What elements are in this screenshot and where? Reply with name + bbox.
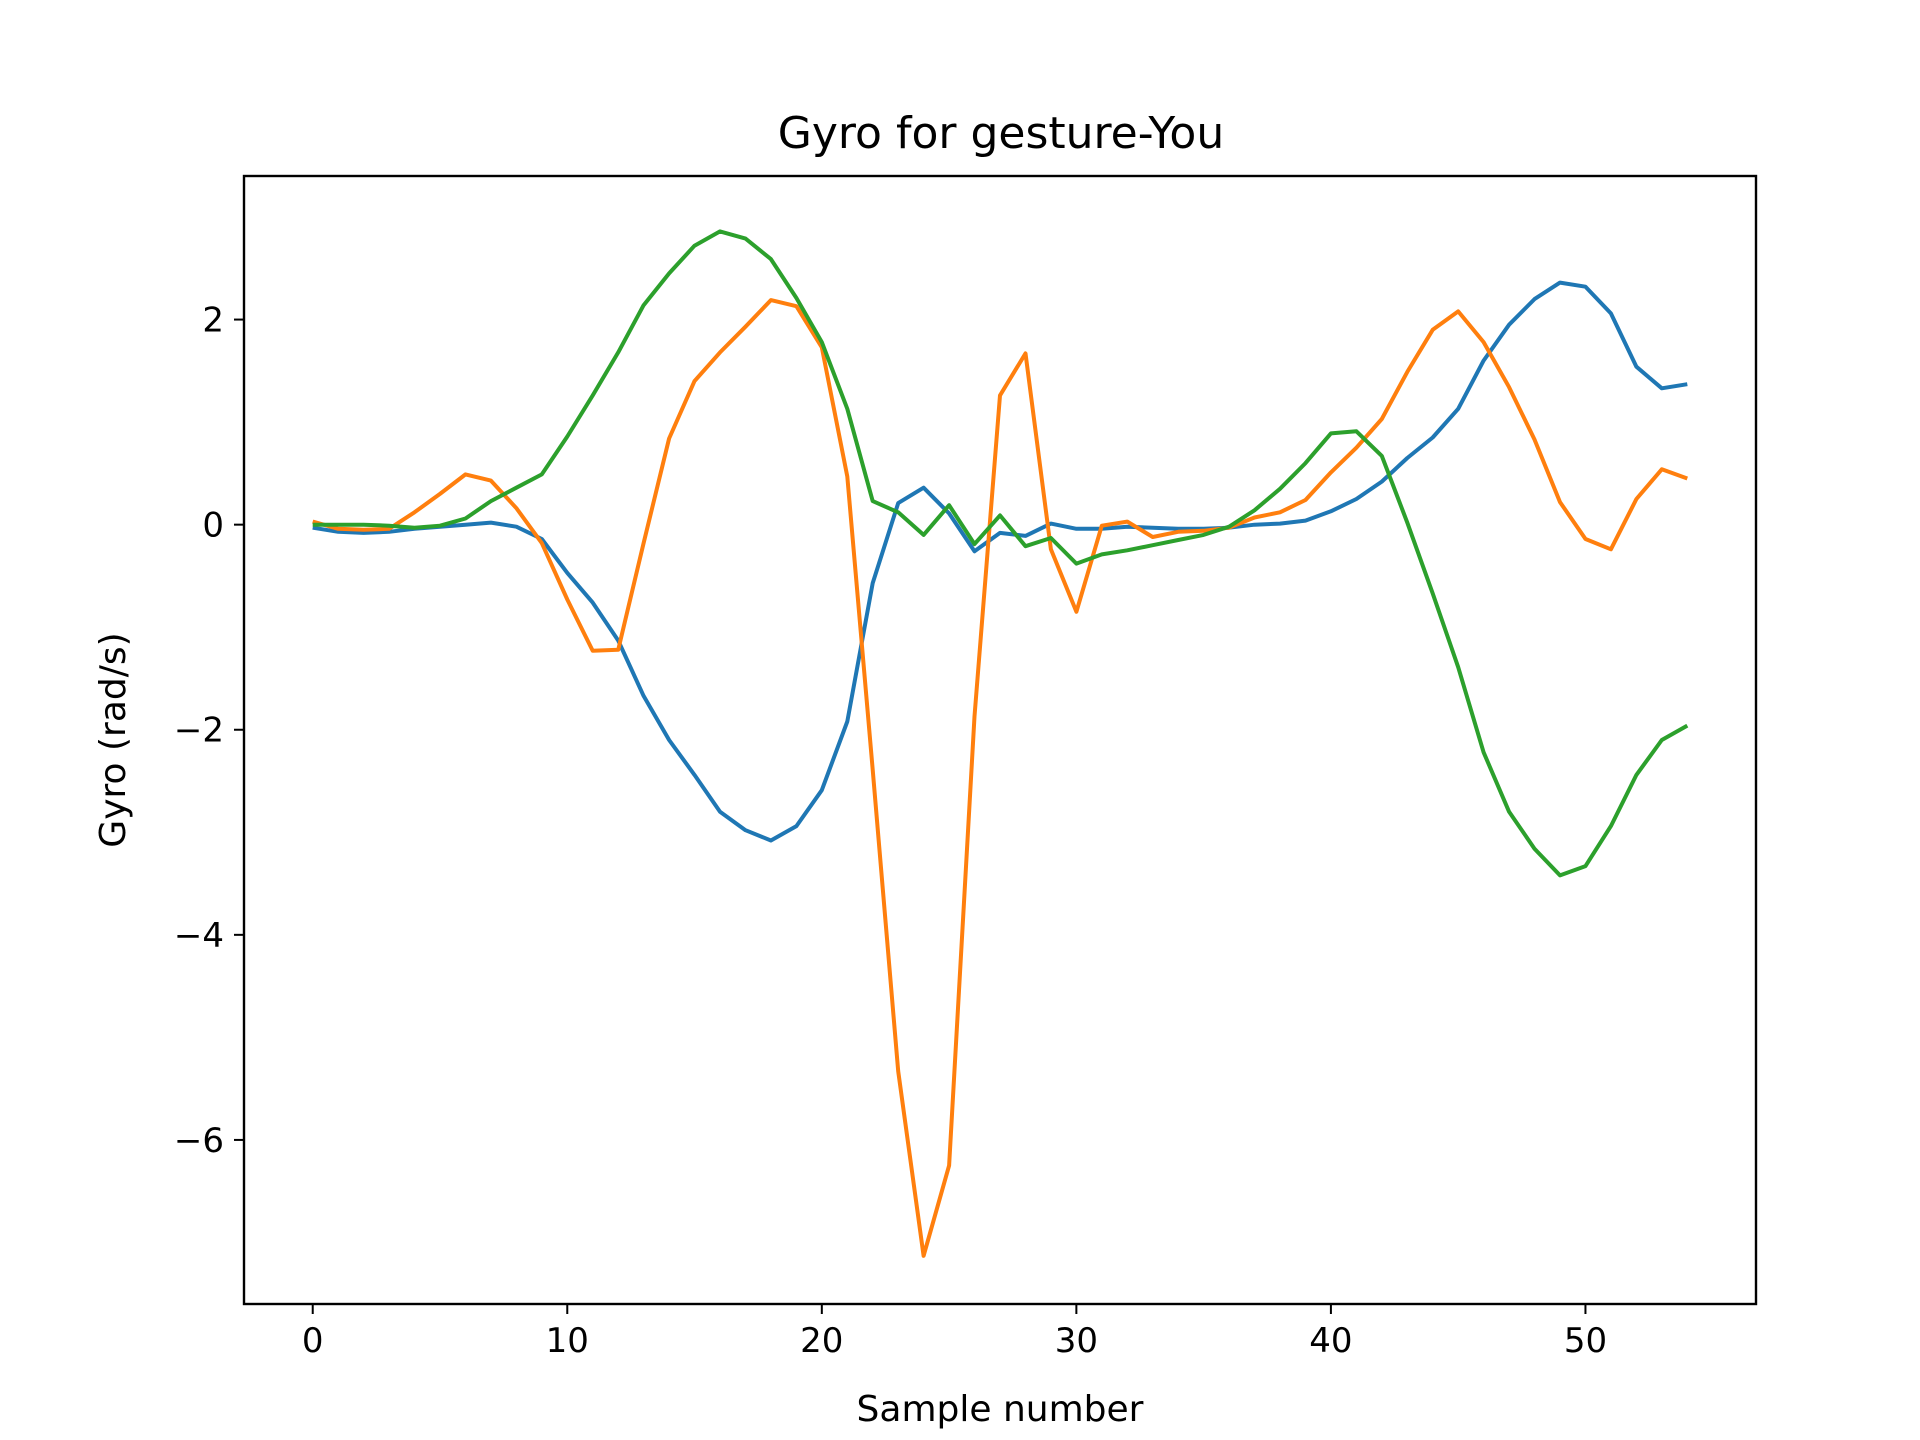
x-axis-label: Sample number (857, 1389, 1144, 1430)
plot-area (312, 229, 1689, 1258)
y-tick-label: 2 (202, 301, 224, 341)
y-tick-label: −4 (174, 916, 224, 956)
x-tick-label: 20 (800, 1321, 843, 1361)
x-axis: 0 10 20 30 40 50 (302, 1304, 1607, 1361)
x-tick-label: 50 (1564, 1321, 1607, 1361)
x-tick-label: 10 (546, 1321, 589, 1361)
x-tick-label: 0 (302, 1321, 324, 1361)
x-tick-label: 40 (1309, 1321, 1352, 1361)
series-line-2 (312, 298, 1688, 1258)
series-line-3 (312, 229, 1689, 878)
y-tick-label: −6 (174, 1121, 224, 1161)
y-axis-label: Gyro (rad/s) (93, 632, 134, 847)
chart-title: Gyro for gesture-You (778, 108, 1224, 159)
axes-frame (242, 174, 1758, 1306)
y-tick-label: −2 (174, 711, 224, 751)
series-line-1 (312, 280, 1688, 843)
y-axis: −6 −4 −2 0 2 (174, 301, 244, 1161)
x-tick-label: 30 (1055, 1321, 1098, 1361)
y-tick-label: 0 (202, 506, 224, 546)
